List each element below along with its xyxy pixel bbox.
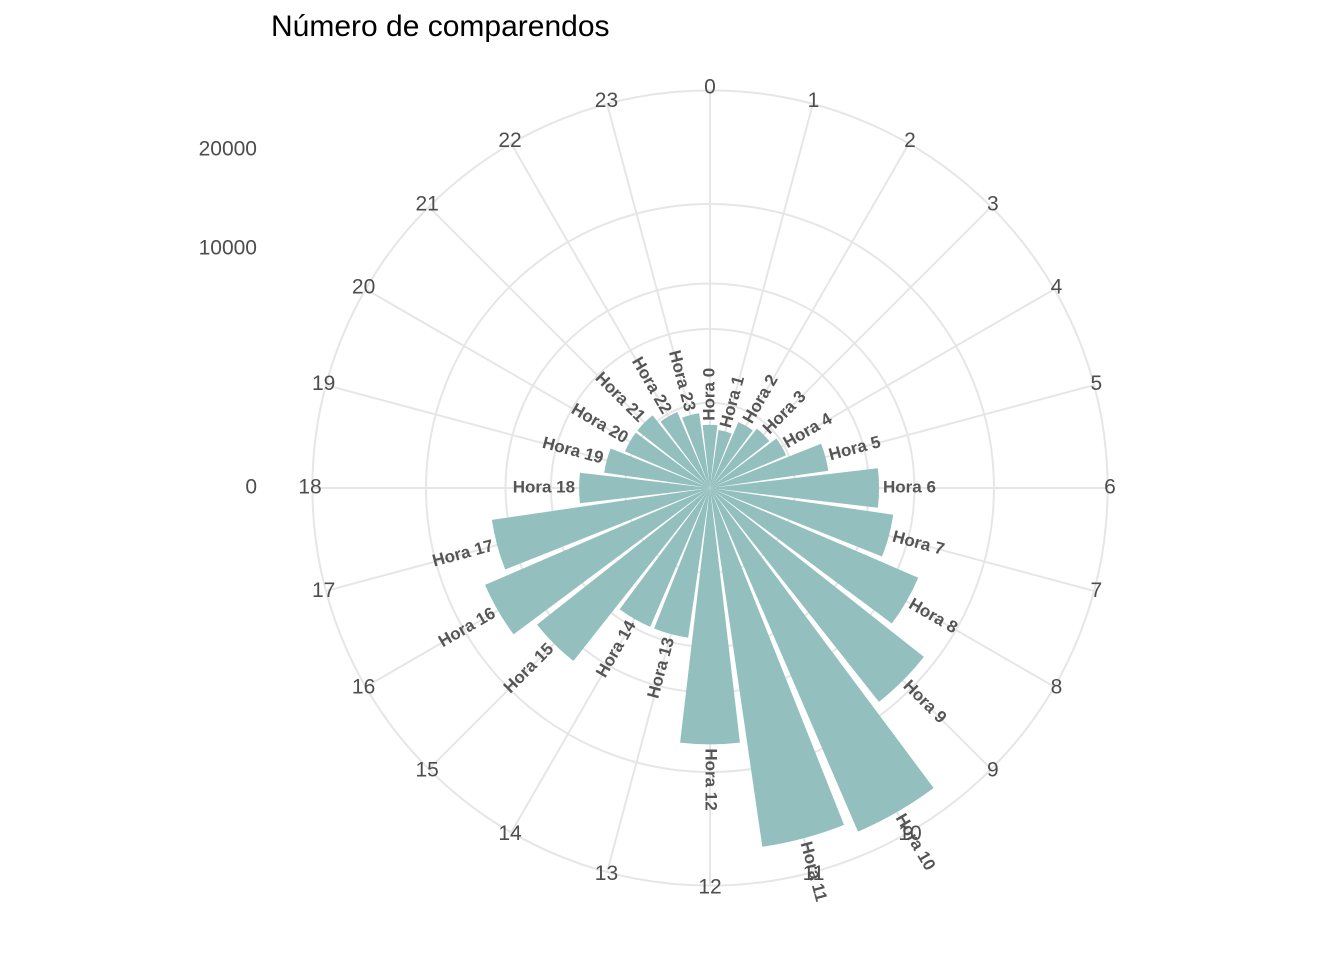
hour-tick-label: 11 (803, 862, 825, 885)
hour-tick-label: 2 (904, 129, 916, 152)
hour-tick-label: 21 (415, 193, 438, 216)
hour-tick-label: 16 (352, 676, 375, 699)
hour-tick-label: 7 (1091, 579, 1103, 602)
hour-tick-label: 5 (1091, 372, 1103, 395)
hour-tick-label: 17 (312, 579, 335, 602)
hour-tick-label: 9 (987, 758, 999, 781)
bar (624, 432, 710, 488)
bar (604, 448, 710, 488)
hour-tick-label: 23 (595, 89, 618, 112)
hour-tick-label: 15 (415, 758, 438, 781)
bar-label: Hora 8 (906, 594, 961, 637)
bar (680, 488, 740, 745)
hour-tick-label: 0 (704, 76, 716, 99)
hour-tick-label: 4 (1051, 276, 1063, 299)
bar-label: Hora 5 (827, 432, 883, 464)
bar (710, 430, 732, 488)
bar (682, 413, 710, 488)
bar-label: Hora 6 (883, 477, 936, 496)
radial-tick-label: 0 (245, 476, 257, 499)
bar (491, 488, 710, 570)
bar-label: Hora 9 (900, 676, 951, 727)
bar (710, 422, 753, 488)
chart-title: Número de comparendos (271, 10, 610, 43)
bar (710, 443, 829, 488)
hour-tick-label: 22 (498, 129, 521, 152)
bar (710, 438, 787, 488)
hour-tick-label: 13 (595, 862, 618, 885)
hour-tick-label: 6 (1104, 476, 1116, 499)
grid-spoke (709, 103, 814, 489)
hour-tick-label: 3 (987, 193, 999, 216)
bars (485, 411, 934, 847)
radial-tick-label: 20000 (199, 137, 257, 160)
hour-tick-label: 10 (898, 822, 921, 845)
bar (637, 415, 710, 488)
bar (619, 488, 710, 627)
bar (710, 468, 880, 508)
bar (710, 488, 919, 624)
bar-label: Hora 18 (513, 477, 575, 496)
bar-label: Hora 1 (716, 374, 748, 430)
bar (485, 488, 710, 635)
bar (660, 411, 710, 488)
bar-label: Hora 0 (699, 368, 718, 421)
hour-tick-label: 12 (698, 876, 721, 899)
bar-label: Hora 15 (500, 639, 558, 697)
bar (710, 488, 924, 702)
hour-tick-label: 20 (352, 276, 375, 299)
bar (702, 424, 718, 488)
bar (710, 488, 894, 557)
bar (710, 428, 770, 488)
hour-tick-label: 1 (808, 89, 820, 112)
hour-tick-label: 18 (298, 476, 321, 499)
bar-label: Hora 12 (702, 748, 721, 810)
bar-label: Hora 13 (644, 635, 678, 700)
hour-tick-label: 19 (312, 372, 335, 395)
hour-tick-label: 8 (1051, 676, 1063, 699)
bar-label: Hora 17 (430, 536, 495, 570)
bar (579, 472, 710, 504)
bar-label: Hora 19 (540, 433, 605, 467)
bar (537, 488, 710, 661)
hour-tick-label: 14 (498, 822, 522, 845)
bar (710, 488, 845, 847)
bar (654, 488, 710, 638)
bar-label: Hora 16 (435, 603, 499, 651)
bar (710, 488, 934, 832)
radial-axis: 0 10000 20000 (199, 137, 257, 498)
radial-tick-label: 10000 (199, 237, 257, 260)
bar-label: Hora 7 (891, 527, 947, 559)
